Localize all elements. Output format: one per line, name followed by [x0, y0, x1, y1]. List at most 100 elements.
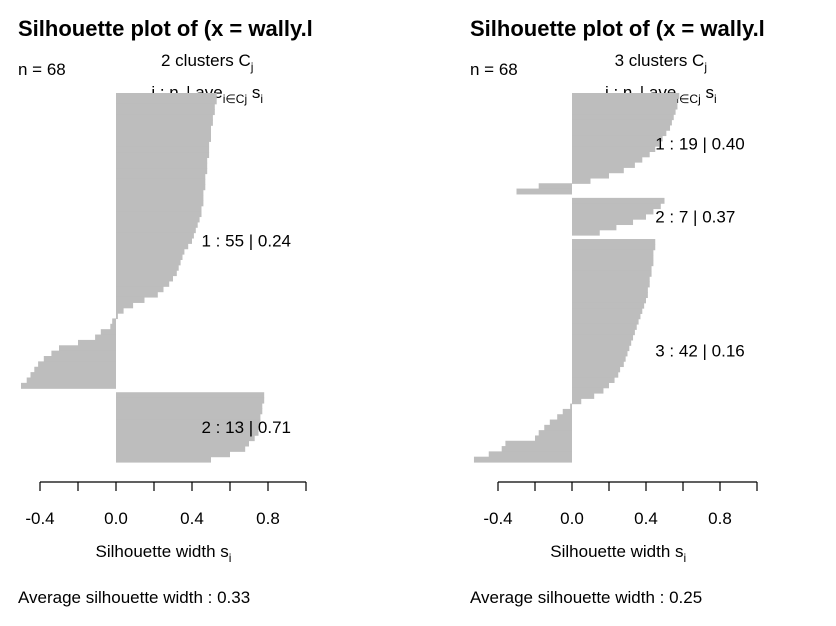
silhouette-bar-c1-18	[538, 183, 572, 190]
silhouette-bar-c2-2	[572, 203, 661, 210]
silhouette-bar-c1-17	[572, 177, 591, 184]
silhouette-bar-c1-23	[116, 211, 202, 218]
silhouette-bar-c1-8	[572, 130, 667, 137]
silhouette-bar-c1-50	[43, 356, 116, 362]
n-label: n = 68	[18, 60, 66, 79]
silhouette-bar-c1-53	[30, 372, 116, 379]
silhouette-bar-c1-19	[116, 189, 204, 196]
silhouette-bar-c2-3	[572, 208, 654, 215]
silhouette-bar-c1-13	[572, 156, 643, 163]
silhouette-bar-c1-1	[572, 93, 680, 99]
silhouette-bar-c1-12	[572, 151, 650, 158]
silhouette-bar-c1-15	[572, 167, 624, 174]
silhouette-bar-c3-9	[572, 281, 650, 288]
cluster-label-2: 2 : 7 | 0.37	[655, 207, 735, 226]
silhouette-bar-c3-8	[572, 276, 650, 283]
silhouette-bar-c3-41	[488, 451, 572, 458]
silhouette-bar-c3-33	[562, 408, 572, 415]
silhouette-bar-c1-28	[116, 237, 192, 244]
chart-title: Silhouette plot of (x = wally.l	[470, 16, 765, 41]
silhouette-bar-c3-5	[572, 260, 654, 267]
cluster-label-1: 1 : 55 | 0.24	[202, 232, 291, 251]
silhouette-bar-c3-22	[572, 350, 628, 357]
silhouette-bar-c1-7	[572, 124, 671, 131]
silhouette-bar-c3-31	[572, 398, 582, 405]
silhouette-bar-c3-30	[572, 392, 595, 399]
silhouette-bar-c1-29	[116, 243, 189, 250]
x-tick-label: 0.8	[708, 509, 732, 528]
silhouette-bar-c3-27	[572, 377, 615, 383]
silhouette-bar-c3-34	[557, 414, 572, 421]
silhouette-bar-c3-39	[505, 440, 572, 447]
silhouette-bar-c3-21	[572, 345, 630, 352]
silhouette-bar-c1-9	[572, 135, 663, 142]
x-tick-label: 0.4	[180, 509, 204, 528]
silhouette-bar-c1-51	[38, 361, 116, 368]
silhouette-bar-c1-4	[572, 108, 676, 115]
silhouette-bar-c3-12	[572, 297, 646, 304]
silhouette-bar-c1-6	[572, 119, 672, 126]
silhouette-bar-c3-6	[572, 265, 652, 272]
silhouette-bar-c3-29	[572, 387, 604, 394]
cluster-label-1: 1 : 19 | 0.40	[655, 134, 744, 153]
silhouette-bar-c1-4	[116, 109, 215, 116]
silhouette-bar-c1-1	[116, 93, 217, 99]
silhouette-bar-c1-22	[116, 205, 202, 212]
silhouette-bar-c1-21	[116, 200, 204, 207]
silhouette-bar-c1-38	[116, 291, 158, 298]
average-silhouette-width: Average silhouette width : 0.33	[18, 588, 250, 607]
silhouette-bar-c3-10	[572, 286, 648, 293]
x-tick-label: 0.0	[104, 509, 128, 528]
silhouette-bar-c3-32	[570, 403, 572, 410]
silhouette-bar-c1-19	[516, 188, 572, 195]
silhouette-bar-c3-13	[572, 302, 645, 309]
silhouette-bar-c2-4	[116, 408, 263, 415]
silhouette-bar-c3-19	[572, 334, 634, 341]
x-axis-label: Silhouette width si	[550, 542, 686, 565]
silhouette-bar-c3-36	[544, 424, 572, 431]
silhouette-panel-2: Silhouette plot of (x = wally.l n = 68 3 c…	[470, 16, 765, 607]
chart-title: Silhouette plot of (x = wally.l	[18, 16, 313, 41]
n-label: n = 68	[470, 60, 518, 79]
silhouette-bar-c1-34	[116, 270, 177, 277]
silhouette-bar-c1-5	[116, 114, 213, 121]
silhouette-bar-c2-9	[116, 435, 255, 442]
x-tick-label: -0.4	[483, 509, 512, 528]
silhouette-bar-c3-23	[572, 355, 626, 362]
silhouette-bar-c1-18	[116, 184, 206, 191]
silhouette-bar-c3-25	[572, 366, 621, 373]
silhouette-bar-c1-45	[100, 329, 116, 336]
x-tick-label: 0.8	[256, 509, 280, 528]
silhouette-bar-c1-36	[116, 280, 170, 287]
silhouette-bar-c3-2	[572, 244, 656, 251]
silhouette-bar-c1-11	[116, 146, 210, 153]
x-tick-label: 0.0	[560, 509, 584, 528]
x-tick-label: -0.4	[25, 509, 54, 528]
cluster-count-header: 3 clusters Cj	[615, 51, 707, 74]
silhouette-bar-c3-35	[549, 419, 572, 426]
silhouette-bar-c1-46	[95, 334, 116, 341]
silhouette-bar-c1-47	[78, 339, 116, 346]
silhouette-bar-c2-7	[116, 424, 259, 431]
cluster-label-2: 2 : 13 | 0.71	[202, 418, 291, 437]
silhouette-bar-c1-52	[34, 366, 116, 373]
silhouette-bar-c1-48	[59, 345, 116, 352]
silhouette-bar-c1-10	[116, 141, 210, 148]
silhouette-bar-c2-4	[572, 213, 646, 220]
silhouette-bar-c2-12	[116, 451, 230, 458]
silhouette-bar-c2-1	[116, 392, 265, 399]
silhouette-bar-c3-20	[572, 339, 632, 346]
silhouette-bar-c2-13	[116, 456, 211, 463]
silhouette-bar-c2-3	[116, 402, 263, 409]
silhouette-bar-c1-10	[572, 140, 659, 147]
silhouette-bar-c1-41	[116, 307, 124, 314]
silhouette-bar-c3-38	[535, 435, 572, 442]
silhouette-bar-c1-25	[116, 221, 198, 228]
silhouette-bar-c1-8	[116, 130, 211, 137]
silhouette-bar-c3-37	[538, 430, 572, 437]
x-tick-label: 0.4	[634, 509, 658, 528]
silhouette-bar-c1-31	[116, 254, 183, 260]
silhouette-bar-c1-3	[572, 103, 678, 110]
silhouette-bar-c1-6	[116, 119, 213, 126]
